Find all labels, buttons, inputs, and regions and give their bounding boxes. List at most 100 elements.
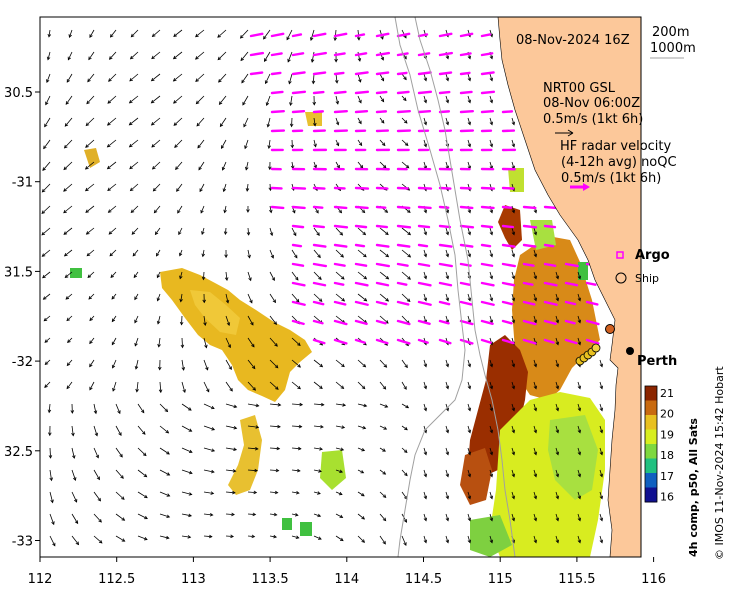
model-arrow (335, 117, 339, 125)
model-arrowhead (445, 209, 450, 214)
model-arrow (111, 337, 117, 345)
model-arrowhead (66, 362, 71, 367)
model-arrowhead (41, 188, 46, 193)
model-arrowhead (555, 319, 560, 324)
radar-arrow (480, 262, 494, 267)
model-arrowhead (210, 405, 215, 410)
model-arrow (225, 381, 233, 392)
model-arrowhead (117, 410, 121, 415)
model-arrowhead (335, 79, 339, 84)
model-arrow (533, 403, 537, 411)
model-arrow (401, 293, 411, 302)
model-arrowhead (555, 341, 560, 346)
model-arrow (533, 293, 537, 301)
model-arrow (44, 337, 51, 343)
model-arrowhead (253, 490, 258, 495)
model-arrow (203, 359, 209, 371)
model-arrow (286, 29, 293, 40)
model-arrow (268, 139, 271, 149)
model-arrowhead (97, 497, 102, 502)
model-arrowhead (43, 317, 48, 322)
model-arrowhead (239, 35, 244, 39)
model-arrowhead (107, 100, 112, 104)
model-arrowhead (318, 276, 322, 281)
model-arrowhead (85, 209, 89, 213)
model-arrow (178, 227, 183, 235)
model-arrow (379, 403, 388, 408)
model-arrow (445, 381, 449, 389)
model-arrowhead (178, 231, 182, 236)
model-arrow (218, 73, 227, 83)
model-arrow (49, 469, 52, 481)
model-arrow (245, 161, 249, 170)
x-tick-label: 115.5 (558, 572, 595, 587)
model-arrowhead (85, 231, 90, 235)
model-arrowhead (319, 363, 324, 368)
model-arrowhead (286, 36, 290, 41)
model-arrowhead (112, 387, 116, 392)
model-arrowhead (172, 78, 177, 82)
model-arrowhead (511, 253, 516, 258)
radar-arrow (459, 109, 475, 114)
model-arrowhead (405, 164, 410, 169)
model-arrowhead (211, 427, 216, 431)
model-arrowhead (41, 231, 46, 236)
model-arrow (115, 513, 125, 521)
model-arrowhead (533, 363, 538, 368)
model-arrow (46, 73, 51, 83)
model-arrowhead (165, 535, 170, 540)
model-arrowhead (361, 516, 366, 520)
model-arrow (115, 491, 125, 500)
radar-arrow (522, 300, 536, 306)
radar-arrow (543, 338, 555, 344)
model-arrowhead (423, 121, 428, 126)
radar-arrow (543, 205, 558, 210)
model-arrowhead (218, 101, 223, 105)
model-arrow (335, 403, 346, 406)
model-arrowhead (445, 363, 450, 368)
model-arrow (335, 535, 344, 541)
model-arrowhead (200, 209, 204, 214)
model-arrowhead (555, 429, 560, 434)
model-arrowhead (382, 471, 387, 475)
radar-arrow (291, 262, 305, 267)
radar-arrow (375, 205, 387, 209)
model-arrow (203, 447, 215, 452)
model-arrow (247, 271, 252, 281)
radar-arrow (459, 32, 474, 38)
model-arrow (247, 535, 255, 538)
model-arrowhead (134, 342, 138, 347)
model-arrowhead (243, 123, 247, 128)
model-arrow (43, 139, 51, 149)
model-arrowhead (423, 451, 428, 456)
model-arrow (555, 513, 559, 521)
model-arrow (247, 491, 257, 493)
model-arrow (401, 95, 407, 101)
model-arrowhead (445, 77, 450, 82)
model-arrowhead (181, 367, 186, 371)
model-arrow (115, 447, 123, 458)
radar-arrow (459, 262, 472, 267)
model-arrowhead (423, 407, 428, 412)
model-arrow (65, 271, 73, 278)
model-arrow (136, 381, 139, 392)
model-arrowhead (511, 143, 516, 148)
model-arrow (599, 447, 603, 455)
model-arrow (151, 117, 161, 126)
model-arrowhead (403, 76, 407, 81)
radar-arrow (312, 90, 325, 95)
colorbar-segment (645, 458, 657, 474)
model-arrowhead (269, 232, 274, 237)
radar-arrow (270, 32, 285, 38)
radar-arrow (585, 338, 600, 345)
model-arrowhead (511, 297, 516, 302)
radar-arrow (291, 52, 305, 57)
model-arrow (219, 95, 227, 105)
model-arrowhead (128, 99, 133, 104)
model-arrowhead (338, 209, 343, 214)
model-arrowhead (264, 80, 269, 85)
model-arrow (89, 29, 95, 38)
model-arrowhead (312, 101, 317, 106)
model-arrow (533, 535, 537, 543)
